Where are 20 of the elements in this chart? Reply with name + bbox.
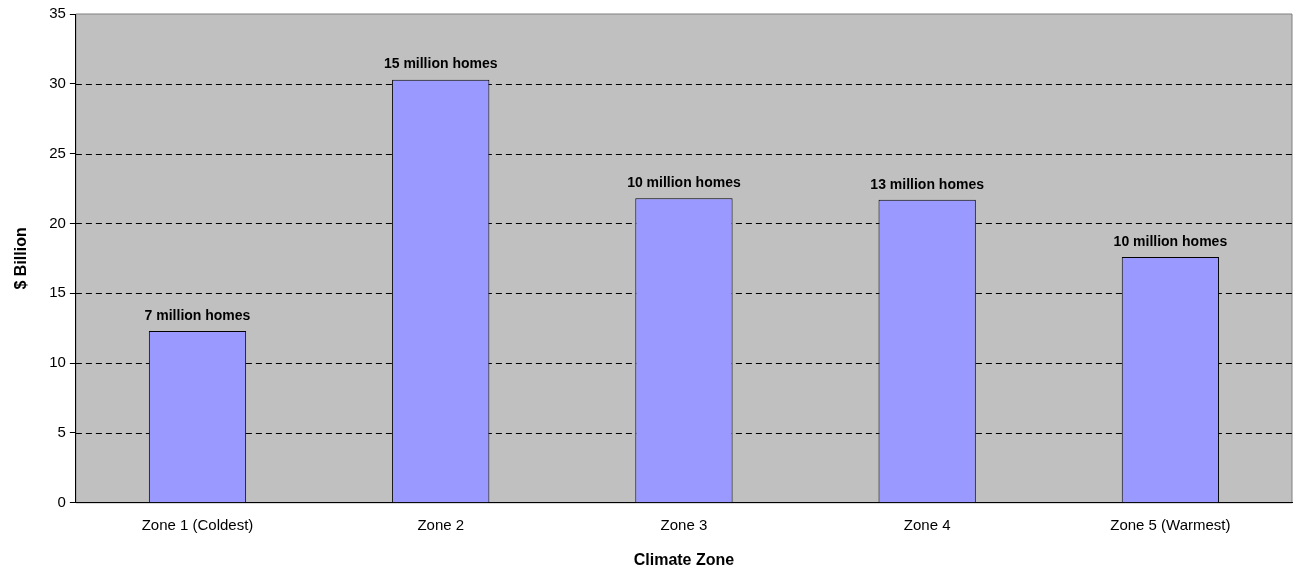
annotation: 10 million homes — [627, 174, 741, 191]
x-tick-label: Zone 5 (Warmest) — [1110, 515, 1231, 533]
x-tick-label: Zone 4 — [903, 515, 951, 533]
annotation: 7 million homes — [144, 306, 251, 323]
y-tick-label: 5 — [57, 423, 66, 441]
y-tick-label: 30 — [49, 73, 66, 91]
annotation: 10 million homes — [1113, 232, 1228, 249]
x-tick-label: Zone 1 (Coldest) — [141, 515, 254, 533]
x-tick-label: Zone 2 — [417, 515, 465, 533]
annotation: 15 million homes — [383, 55, 498, 72]
y-tick-label: 15 — [49, 283, 66, 301]
y-axis-title: $ Billion — [12, 227, 30, 290]
y-tick-label: 20 — [49, 213, 66, 231]
y-tick-label: 25 — [49, 143, 66, 161]
y-tick-label: 10 — [49, 353, 66, 371]
y-tick-label: 35 — [49, 4, 66, 22]
y-tick-label: 0 — [57, 492, 66, 510]
x-axis-title: Climate Zone — [633, 550, 735, 568]
annotation: 13 million homes — [870, 175, 985, 192]
x-tick-label: Zone 3 — [660, 515, 708, 533]
